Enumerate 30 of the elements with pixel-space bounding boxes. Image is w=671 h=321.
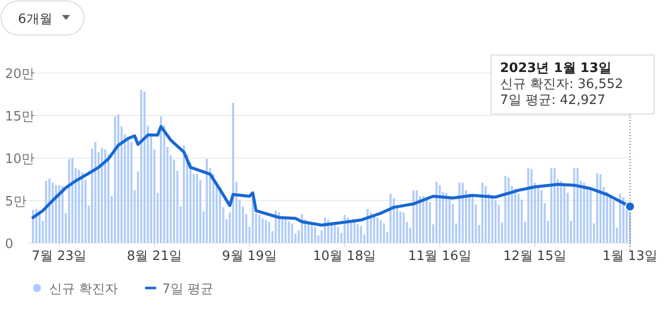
y-tick-label: 20만 [5,67,35,82]
annotation: 7일 평균: 42,927 [500,93,606,108]
bar [337,226,340,243]
bar [310,223,313,243]
x-tick-label: 10월 18일 [313,249,376,264]
bar [291,223,294,243]
bar [382,223,385,243]
x-tick-label: 12월 15일 [503,249,566,264]
bar [268,222,270,243]
x-tick-label: 9월 19일 [222,249,277,264]
bar [334,225,336,243]
bar [288,220,290,243]
bar [356,224,359,243]
button: 6개월 [0,0,84,36]
y-tick-label: 5만 [5,194,26,210]
y-tick-label: 15만 [5,110,35,124]
y-tick-label: 0 [5,237,14,252]
x-tick-label: 7월 23일 [32,249,87,264]
x-tick-label: 8월 21일 [126,249,182,264]
legend-label: 신규 확진자 [49,282,118,297]
x-tick-label: 11월 16일 [408,249,472,264]
legend-label: 7일 평균 [162,282,214,297]
bar [314,226,316,243]
tooltip: 2023년 1월 13일 신규 확진자: 36,552 7일 평균: 42,927 [490,54,654,114]
bar [353,222,356,243]
annotation: 2023년 1월 13일 [500,61,612,76]
annotation: 신규 확진자: 36,552 [500,77,624,92]
bar [360,226,362,243]
y-tick-label: 10만 [5,152,35,167]
x-tick-label: 1월 13일 [602,249,658,264]
